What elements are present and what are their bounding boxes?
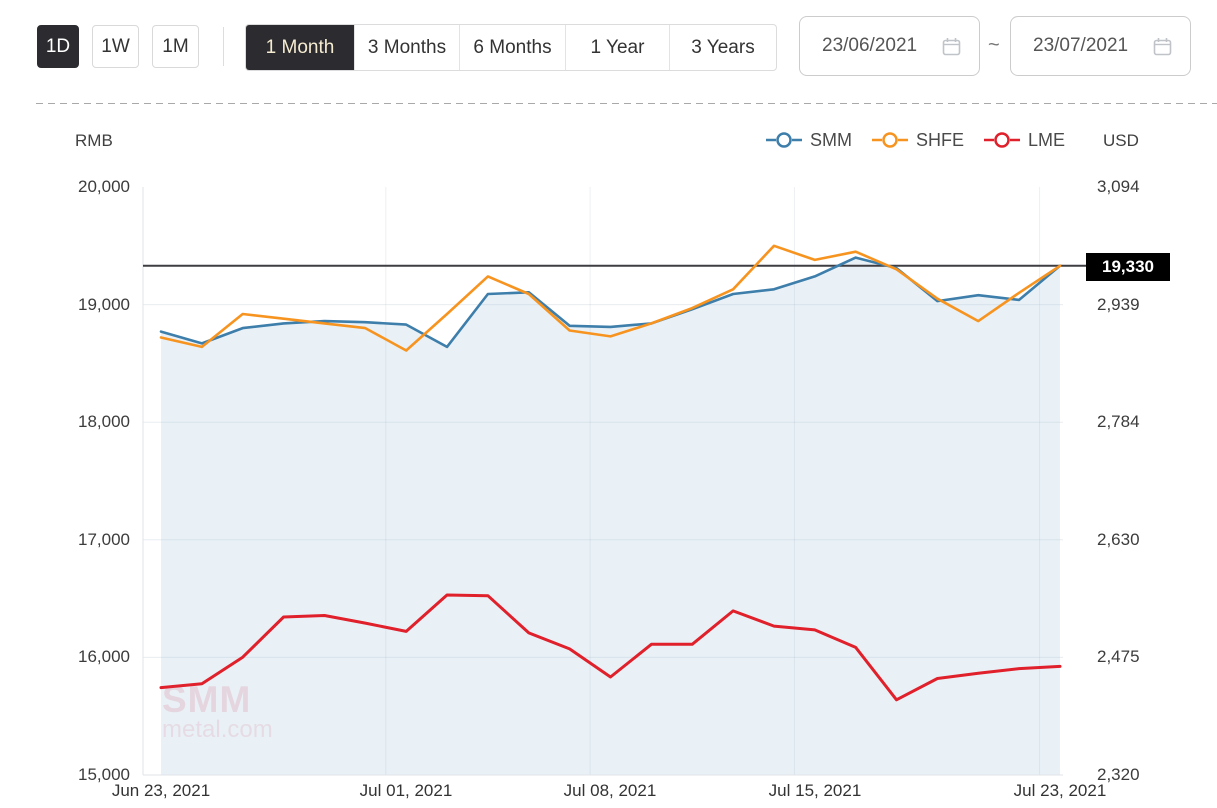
date-from-input[interactable]: 23/06/2021 xyxy=(799,16,980,76)
date-from-value: 23/06/2021 xyxy=(822,35,918,56)
tab-3-months[interactable]: 3 Months xyxy=(354,25,459,70)
calendar-icon[interactable] xyxy=(1153,37,1172,56)
x-axis-tick: Jul 23, 2021 xyxy=(1013,781,1107,800)
legend-item-shfe[interactable]: SHFE xyxy=(872,130,964,151)
toolbar-divider xyxy=(223,27,224,66)
right-axis-tick: 2,320 xyxy=(1097,765,1140,784)
tab-6-months[interactable]: 6 Months xyxy=(459,25,565,70)
smm-line-marker-icon xyxy=(766,132,802,148)
right-axis-unit-label: USD xyxy=(1103,131,1139,150)
dashed-separator xyxy=(36,103,1217,104)
right-axis-tick: 2,475 xyxy=(1097,647,1140,666)
left-axis-tick: 20,000 xyxy=(78,177,130,196)
right-axis-tick: 3,094 xyxy=(1097,177,1140,196)
left-axis-unit-label: RMB xyxy=(75,131,113,150)
legend-item-smm[interactable]: SMM xyxy=(766,130,852,151)
date-range-separator: ~ xyxy=(988,34,1000,56)
tab-1-year[interactable]: 1 Year xyxy=(565,25,669,70)
right-axis-tick: 2,784 xyxy=(1097,412,1140,431)
legend-label-lme: LME xyxy=(1028,129,1066,150)
range-tabs: 1 Month 3 Months 6 Months 1 Year 3 Years xyxy=(245,24,777,71)
left-axis-tick: 17,000 xyxy=(78,530,130,549)
calendar-icon[interactable] xyxy=(942,37,961,56)
date-to-input[interactable]: 23/07/2021 xyxy=(1010,16,1191,76)
right-axis-tick: 2,939 xyxy=(1097,295,1140,314)
left-axis-tick: 18,000 xyxy=(78,412,130,431)
legend-label-shfe: SHFE xyxy=(916,129,965,150)
current-price-badge: 19,330 xyxy=(1086,253,1170,281)
x-axis-tick: Jul 08, 2021 xyxy=(563,781,657,800)
tab-1-month[interactable]: 1 Month xyxy=(246,25,354,70)
legend-item-lme[interactable]: LME xyxy=(984,130,1065,151)
date-to-value: 23/07/2021 xyxy=(1033,35,1129,56)
interval-1m-button[interactable]: 1M xyxy=(152,25,199,68)
x-axis-tick: Jun 23, 2021 xyxy=(111,781,211,800)
left-axis-tick: 16,000 xyxy=(78,647,130,666)
legend-label-smm: SMM xyxy=(810,129,852,150)
lme-line-marker-icon xyxy=(984,132,1021,148)
chart-legend: SMM SHFE LME xyxy=(766,127,1065,153)
x-axis-tick: Jul 01, 2021 xyxy=(359,781,453,800)
x-axis-tick: Jul 15, 2021 xyxy=(768,781,862,800)
tab-3-years[interactable]: 3 Years xyxy=(669,25,776,70)
left-axis-tick: 15,000 xyxy=(78,765,130,784)
interval-1d-button[interactable]: 1D xyxy=(37,25,79,68)
left-axis-tick: 19,000 xyxy=(78,295,130,314)
right-axis-tick: 2,630 xyxy=(1097,530,1140,549)
interval-1w-button[interactable]: 1W xyxy=(92,25,139,68)
shfe-line-marker-icon xyxy=(872,132,908,148)
